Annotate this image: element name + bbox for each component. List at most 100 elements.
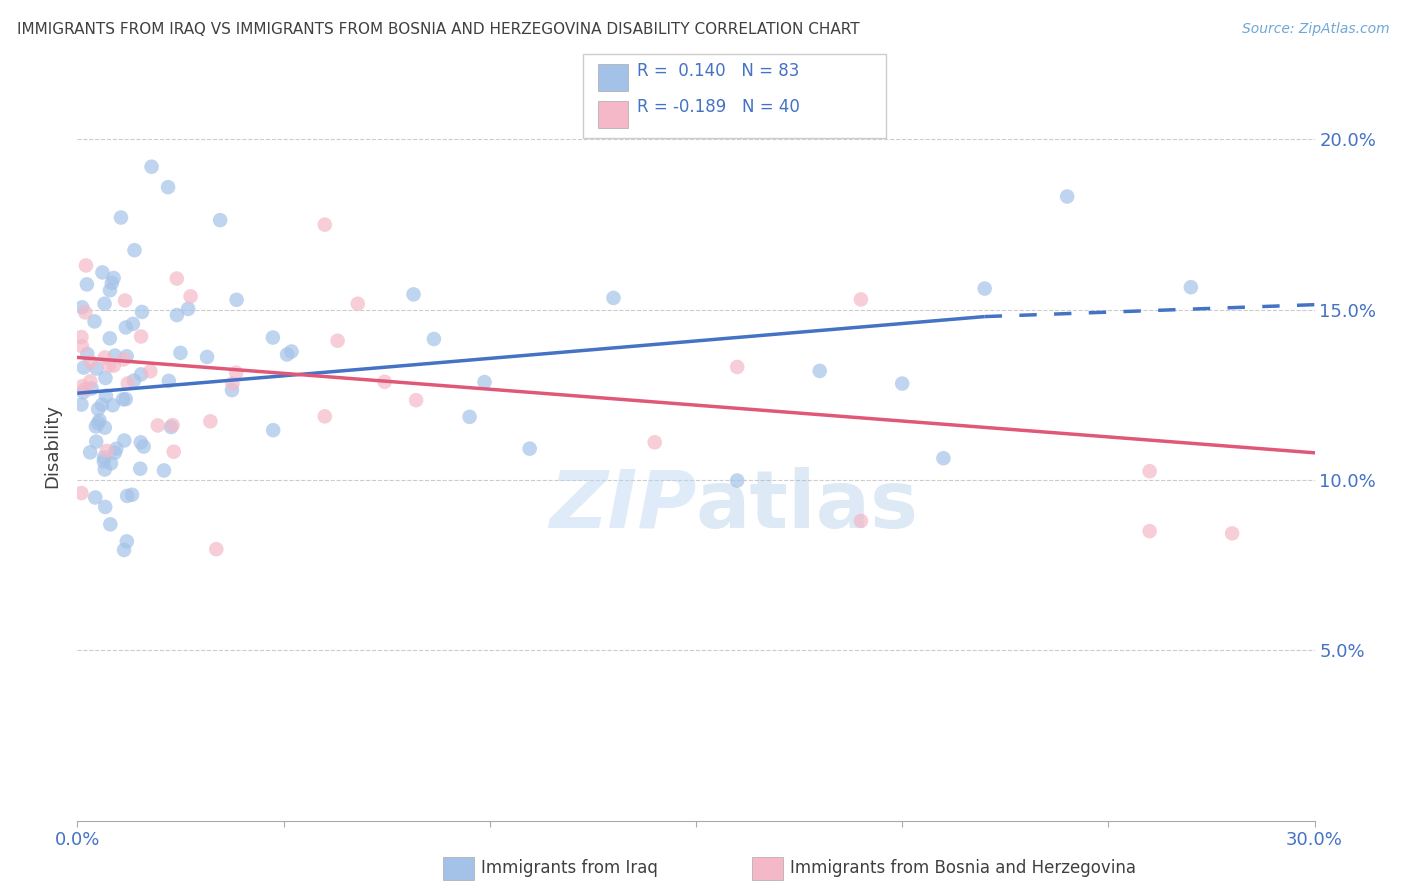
Point — [405, 393, 427, 408]
Point — [276, 347, 298, 361]
Point — [180, 289, 202, 303]
Point — [94, 351, 117, 365]
Point — [205, 542, 228, 557]
Point — [402, 287, 425, 301]
Point — [280, 344, 302, 359]
Point — [177, 301, 200, 316]
Point — [104, 349, 127, 363]
Point — [141, 160, 163, 174]
Point — [1056, 189, 1078, 203]
Point — [115, 349, 138, 363]
Point — [115, 534, 138, 549]
Point — [93, 450, 115, 465]
Point — [75, 259, 97, 273]
Point — [110, 211, 132, 225]
Point — [166, 308, 188, 322]
Point — [112, 434, 135, 448]
Point — [1139, 464, 1161, 478]
Point — [117, 376, 139, 391]
Point — [314, 409, 336, 424]
Point — [84, 419, 107, 434]
Point — [83, 314, 105, 328]
Point — [87, 416, 110, 430]
Point — [87, 402, 110, 417]
Point — [644, 435, 666, 450]
Text: Immigrants from Iraq: Immigrants from Iraq — [481, 859, 658, 877]
Point — [93, 454, 115, 468]
Point — [124, 243, 146, 257]
Point — [76, 347, 98, 361]
Point — [849, 293, 872, 307]
Point — [157, 374, 180, 388]
Point — [225, 366, 247, 380]
Point — [84, 434, 107, 449]
Point — [458, 409, 481, 424]
Point — [132, 440, 155, 454]
Text: ZIP: ZIP — [548, 467, 696, 545]
Point — [75, 305, 97, 319]
Point — [100, 456, 122, 470]
Point — [808, 364, 831, 378]
Point — [86, 361, 108, 376]
Point — [195, 350, 218, 364]
Point — [98, 283, 121, 297]
Point — [91, 265, 114, 279]
Point — [98, 359, 121, 373]
Point — [84, 491, 107, 505]
Point — [122, 374, 145, 388]
Point — [72, 385, 94, 400]
Point — [602, 291, 624, 305]
Point — [91, 398, 114, 412]
Point — [209, 213, 232, 227]
Point — [932, 451, 955, 466]
Point — [474, 375, 496, 389]
Point — [101, 398, 124, 412]
Point — [70, 330, 93, 344]
Point — [115, 320, 138, 334]
Point — [79, 375, 101, 389]
Point — [973, 282, 995, 296]
Point — [89, 413, 111, 427]
Point — [221, 376, 243, 391]
Point — [70, 339, 93, 353]
Text: atlas: atlas — [696, 467, 920, 545]
Point — [849, 514, 872, 528]
Point — [163, 444, 186, 458]
Point — [162, 418, 184, 433]
Point — [166, 271, 188, 285]
Point — [94, 389, 117, 403]
Point — [423, 332, 446, 346]
Point — [70, 398, 93, 412]
Point — [725, 474, 748, 488]
Point — [70, 301, 93, 315]
Point — [80, 382, 103, 396]
Point — [70, 486, 93, 500]
Point — [79, 355, 101, 369]
Point — [94, 371, 117, 385]
Point — [94, 420, 117, 434]
Text: R =  0.140   N = 83: R = 0.140 N = 83 — [637, 62, 799, 80]
Point — [725, 359, 748, 374]
Point — [114, 392, 136, 406]
Point — [98, 517, 121, 532]
Point — [73, 360, 96, 375]
Point — [93, 297, 115, 311]
Point — [96, 443, 118, 458]
Point — [103, 359, 125, 373]
Point — [76, 277, 98, 292]
Point — [146, 418, 169, 433]
Point — [98, 331, 121, 345]
Point — [314, 218, 336, 232]
Point — [262, 423, 284, 437]
Point — [105, 442, 128, 456]
Point — [122, 317, 145, 331]
Text: R = -0.189   N = 40: R = -0.189 N = 40 — [637, 98, 800, 116]
Point — [1139, 524, 1161, 538]
Point — [1220, 526, 1243, 541]
Point — [326, 334, 349, 348]
Point — [72, 379, 94, 393]
Point — [79, 445, 101, 459]
Point — [1180, 280, 1202, 294]
Point — [115, 489, 138, 503]
Text: IMMIGRANTS FROM IRAQ VS IMMIGRANTS FROM BOSNIA AND HERZEGOVINA DISABILITY CORREL: IMMIGRANTS FROM IRAQ VS IMMIGRANTS FROM … — [17, 22, 859, 37]
